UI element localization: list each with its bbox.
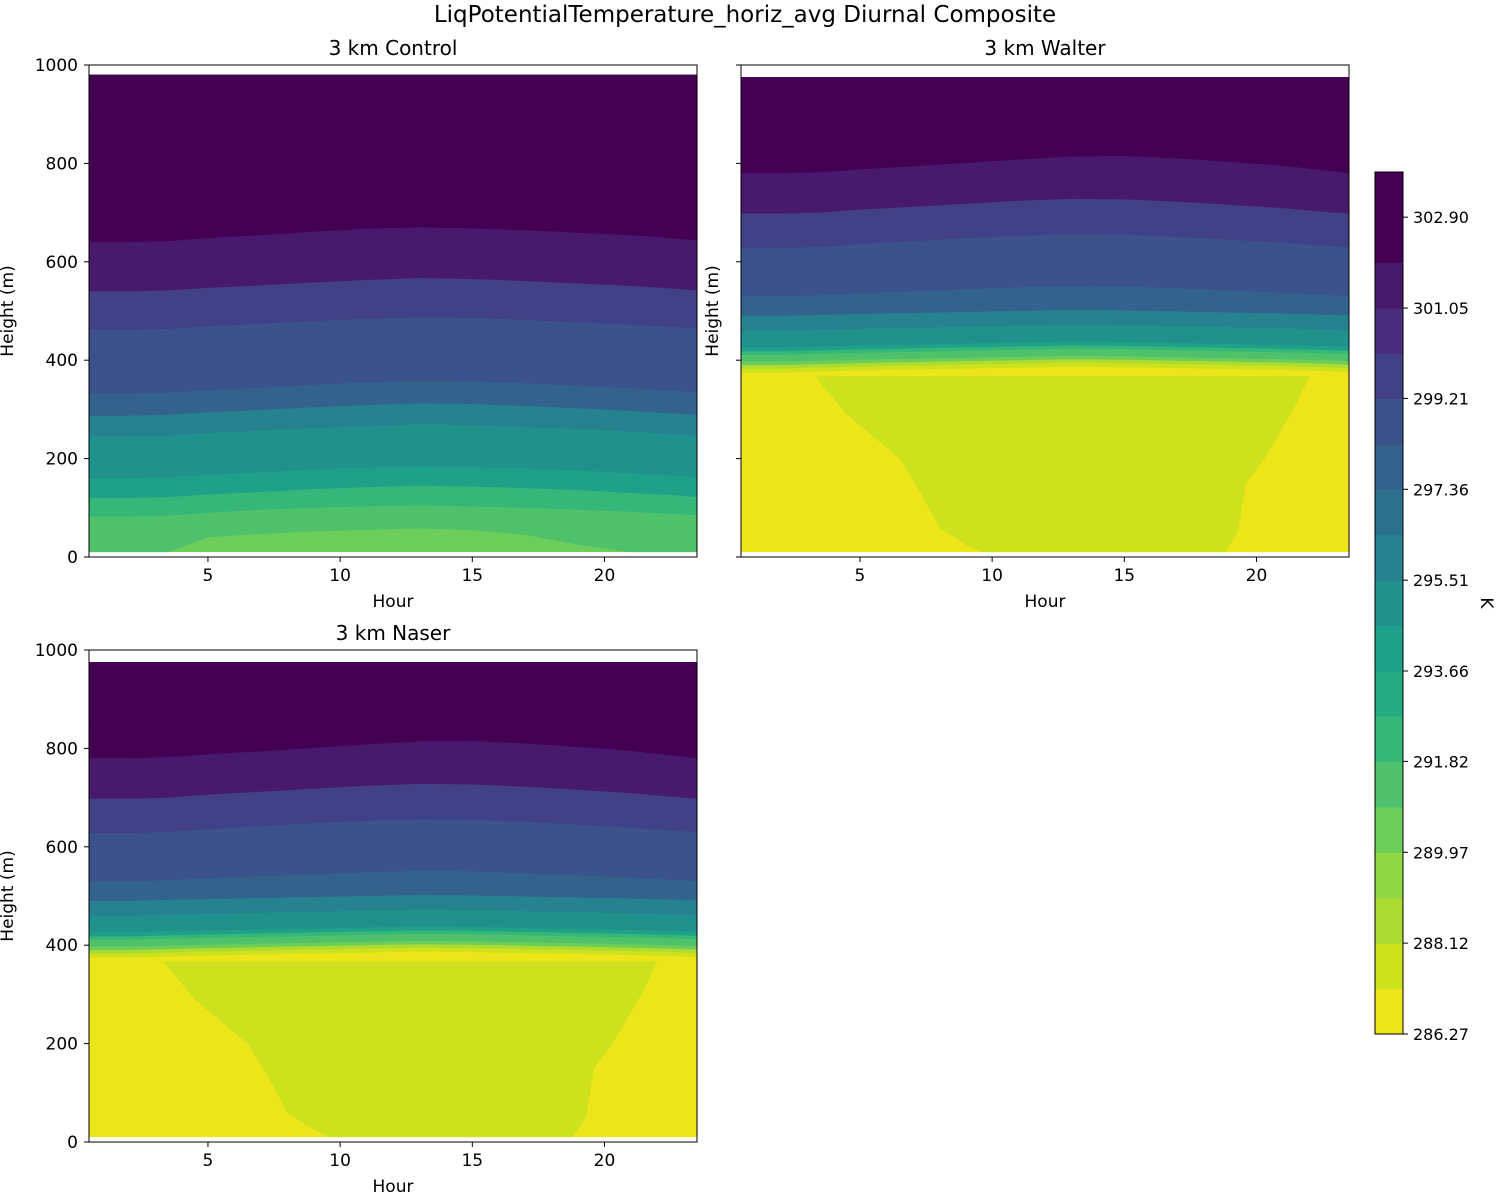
colorbar-swatch [1375, 716, 1403, 762]
colorbar-tick-label: 299.21 [1413, 389, 1469, 408]
colorbar-swatch [1375, 671, 1403, 717]
x-tick-label: 15 [461, 566, 483, 586]
colorbar-tick-label: 291.82 [1413, 752, 1469, 771]
y-axis-label: Height (m) [0, 265, 18, 356]
y-tick-label: 800 [46, 739, 78, 759]
colorbar-swatch [1375, 852, 1403, 899]
colorbar-tick-label: 293.66 [1413, 662, 1469, 681]
subplot-title: 3 km Control [329, 36, 458, 60]
colorbar-swatch [1375, 807, 1403, 853]
colorbar-swatch [1375, 172, 1403, 218]
x-tick-label: 10 [981, 566, 1003, 586]
y-tick-label: 200 [46, 450, 78, 470]
colorbar-tick-label: 295.51 [1413, 571, 1469, 590]
colorbar: 286.27 288.12 289.97 291.82 293.66 295.51 297.… [1374, 171, 1496, 1044]
x-axis-label: Hour [373, 1177, 414, 1197]
y-tick-label: 600 [46, 838, 78, 858]
x-tick-label: 15 [1113, 566, 1135, 586]
colorbar-tick-label: 301.05 [1413, 299, 1469, 318]
colorbar-tick-label: 286.27 [1413, 1025, 1469, 1044]
x-tick-label: 20 [1246, 566, 1268, 586]
x-tick-label: 15 [461, 1151, 483, 1171]
y-tick-label: 1000 [35, 56, 78, 76]
x-tick-label: 20 [594, 566, 616, 586]
colorbar-swatch [1375, 761, 1403, 808]
colorbar-swatch [1375, 897, 1403, 944]
subplot-title: 3 km Walter [984, 36, 1106, 60]
colorbar-tick-label: 302.90 [1413, 208, 1469, 227]
colorbar-swatch [1375, 262, 1403, 309]
contour-band [89, 74, 697, 116]
colorbar-swatch [1375, 943, 1403, 990]
colorbar-swatch [1375, 444, 1403, 490]
colorbar-swatch [1375, 625, 1403, 672]
x-tick-label: 10 [329, 1151, 351, 1171]
y-tick-label: 400 [46, 936, 78, 956]
colorbar-swatch [1375, 988, 1403, 1035]
x-axis-label: Hour [1025, 592, 1066, 612]
colorbar-swatch [1375, 217, 1403, 263]
y-tick-label: 600 [46, 253, 78, 273]
x-tick-label: 20 [594, 1151, 616, 1171]
subplot-walter: 5 10 15 20 3 km Walter Hour Height (m) [703, 36, 1350, 612]
y-tick-label: 0 [67, 1133, 78, 1153]
x-tick-label: 5 [855, 566, 866, 586]
colorbar-swatch [1375, 308, 1403, 354]
colorbar-swatch [1375, 353, 1403, 399]
colorbar-swatch [1375, 398, 1403, 445]
subplot-title: 3 km Naser [336, 621, 451, 645]
x-axis-label: Hour [373, 592, 414, 612]
axes-frame [740, 64, 1350, 558]
y-tick-label: 0 [67, 548, 78, 568]
y-tick-label: 400 [46, 351, 78, 371]
contour-band [741, 77, 1349, 139]
y-tick-label: 1000 [35, 641, 78, 661]
colorbar-label: K [1476, 597, 1496, 609]
contour-band [89, 662, 697, 724]
contour-band-warm-core [163, 961, 658, 1138]
y-axis-label: Height (m) [0, 850, 18, 941]
colorbar-frame [1374, 171, 1404, 1035]
colorbar-swatch [1375, 534, 1403, 581]
figure-suptitle: LiqPotentialTemperature_horiz_avg Diurna… [434, 2, 1056, 28]
axes-frame [88, 64, 698, 558]
y-tick-label: 200 [46, 1035, 78, 1055]
colorbar-tick-label: 289.97 [1413, 843, 1469, 862]
axes-frame [88, 649, 698, 1143]
x-tick-label: 5 [203, 1151, 214, 1171]
contour-band-warm-core [815, 376, 1310, 553]
colorbar-tick-label: 288.12 [1413, 934, 1469, 953]
colorbar-swatch [1375, 489, 1403, 535]
x-tick-label: 5 [203, 566, 214, 586]
y-axis-label: Height (m) [703, 265, 723, 356]
x-tick-label: 10 [329, 566, 351, 586]
y-tick-label: 800 [46, 154, 78, 174]
colorbar-swatch [1375, 580, 1403, 626]
colorbar-tick-label: 297.36 [1413, 480, 1469, 499]
